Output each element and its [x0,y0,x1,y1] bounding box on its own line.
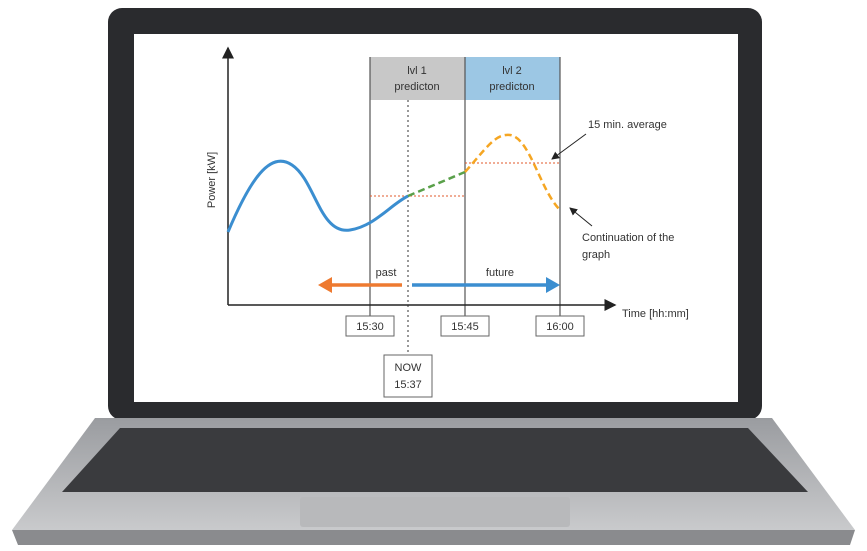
past-label: past [376,267,397,279]
future-arrowhead [546,277,560,293]
time-label: 16:00 [546,321,574,333]
power-curve [226,159,409,233]
base-edge [12,530,855,545]
time-boxes [345,315,585,398]
lvl2-prediction [464,133,561,211]
time-label: 15:30 [356,321,384,333]
annotation-arrow [551,133,587,160]
lvl2-label: lvl 2 [502,65,522,77]
lvl1-label: lvl 1 [407,65,427,77]
lvl2-label: predicton [489,81,534,93]
lvl1-header [370,57,465,100]
time-label: 15:45 [451,321,479,333]
x-axis-label: Time [hh:mm] [622,308,689,320]
continuation-annotation: graph [582,249,610,261]
future-label: future [486,267,514,279]
annotation-arrow [569,207,593,227]
now-label: NOW [395,362,423,374]
keyboard [62,428,808,492]
average-annotation: 15 min. average [588,119,667,131]
now-time: 15:37 [394,379,422,391]
lvl2-header [465,57,560,100]
lvl1-label: predicton [394,81,439,93]
region-lines [369,57,561,316]
y-axis-label: Power [kW] [206,152,218,208]
past-arrowhead [318,277,332,293]
continuation-annotation: Continuation of the [582,232,674,244]
trackpad [300,497,570,527]
